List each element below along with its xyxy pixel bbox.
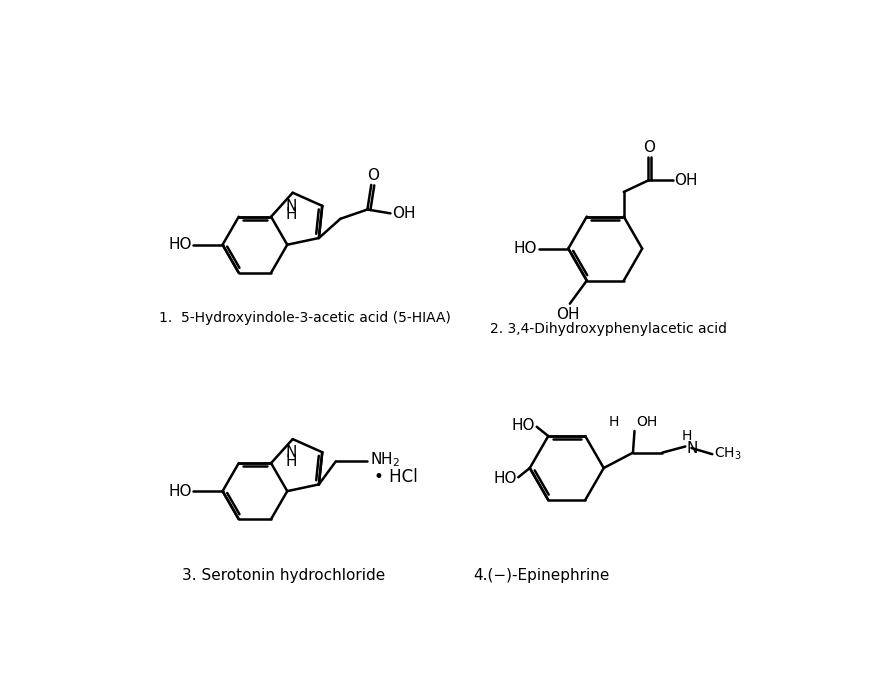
Text: N: N	[687, 441, 699, 456]
Text: 4.(−)-Epinephrine: 4.(−)-Epinephrine	[473, 568, 609, 583]
Text: 2. 3,4-Dihydroxyphenylacetic acid: 2. 3,4-Dihydroxyphenylacetic acid	[490, 322, 727, 336]
Text: O: O	[367, 167, 378, 183]
Text: OH: OH	[557, 307, 580, 322]
Text: H: H	[609, 415, 619, 429]
Text: OH: OH	[392, 206, 415, 221]
Text: N: N	[286, 445, 297, 460]
Text: H: H	[286, 454, 297, 468]
Text: OH: OH	[636, 415, 657, 429]
Text: 1.  5-Hydroxyindole-3-acetic acid (5-HIAA): 1. 5-Hydroxyindole-3-acetic acid (5-HIAA…	[159, 311, 451, 325]
Text: H: H	[286, 208, 297, 222]
Text: HO: HO	[168, 484, 191, 499]
Text: 3. Serotonin hydrochloride: 3. Serotonin hydrochloride	[182, 568, 385, 583]
Text: N: N	[286, 199, 297, 214]
Text: H: H	[682, 428, 692, 443]
Text: NH$_2$: NH$_2$	[370, 450, 400, 469]
Text: OH: OH	[675, 173, 698, 188]
Text: O: O	[643, 140, 655, 155]
Text: HO: HO	[514, 241, 537, 256]
Text: • HCl: • HCl	[374, 468, 418, 486]
Text: HO: HO	[168, 237, 191, 253]
Text: CH$_3$: CH$_3$	[714, 446, 742, 462]
Text: HO: HO	[493, 471, 517, 486]
Text: HO: HO	[512, 418, 535, 432]
